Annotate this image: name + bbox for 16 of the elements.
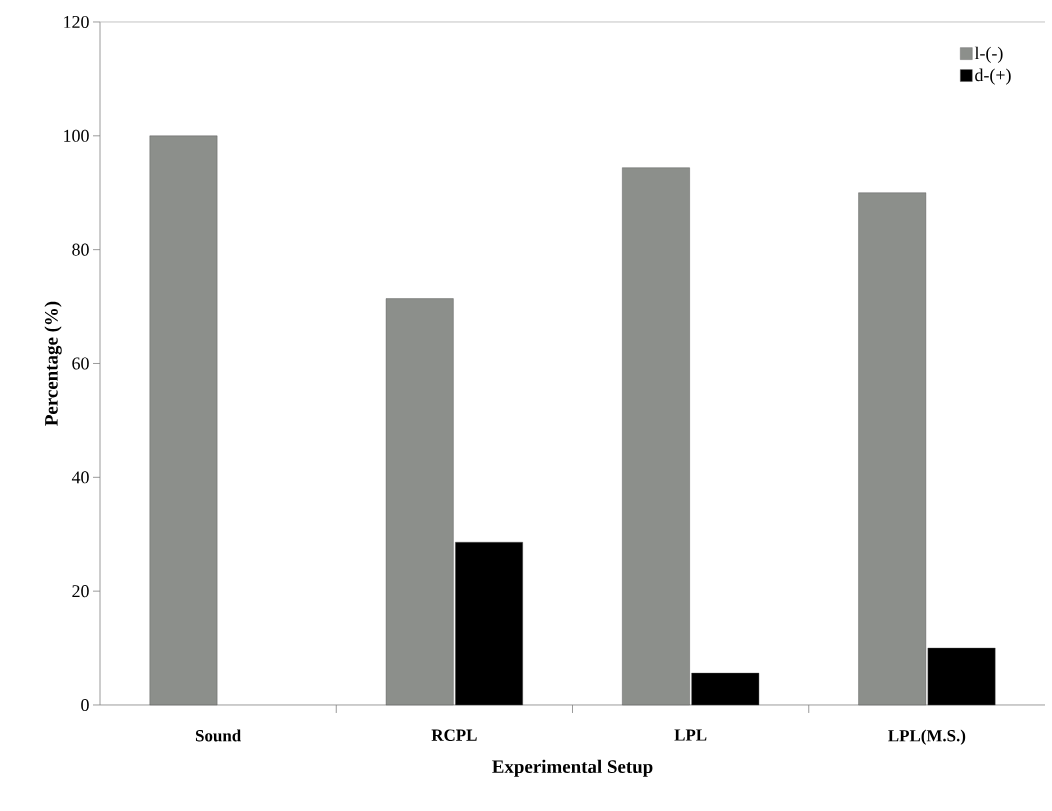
y-tick-label: 80 [72, 243, 89, 256]
y-tick-label: 20 [72, 585, 89, 598]
legend-label: l-(-) [974, 46, 1003, 63]
bar [149, 135, 218, 706]
y-tick-label: 0 [81, 698, 89, 712]
x-tick-label: LPL [674, 729, 707, 741]
y-axis-title: Percentage (%) [44, 301, 62, 426]
legend-label: d-(+) [975, 68, 1011, 85]
y-tick-label: 40 [71, 471, 89, 484]
y-tick-label: 60 [72, 357, 89, 370]
x-tick-label: RCPL [431, 729, 477, 741]
x-tick-label: Sound [195, 729, 242, 742]
y-tick-label: 120 [64, 15, 89, 29]
x-tick-label: LPL(M.S.) [888, 729, 966, 745]
x-axis-title: Experimental Setup [492, 759, 653, 777]
y-tick-label: 100 [64, 129, 89, 142]
